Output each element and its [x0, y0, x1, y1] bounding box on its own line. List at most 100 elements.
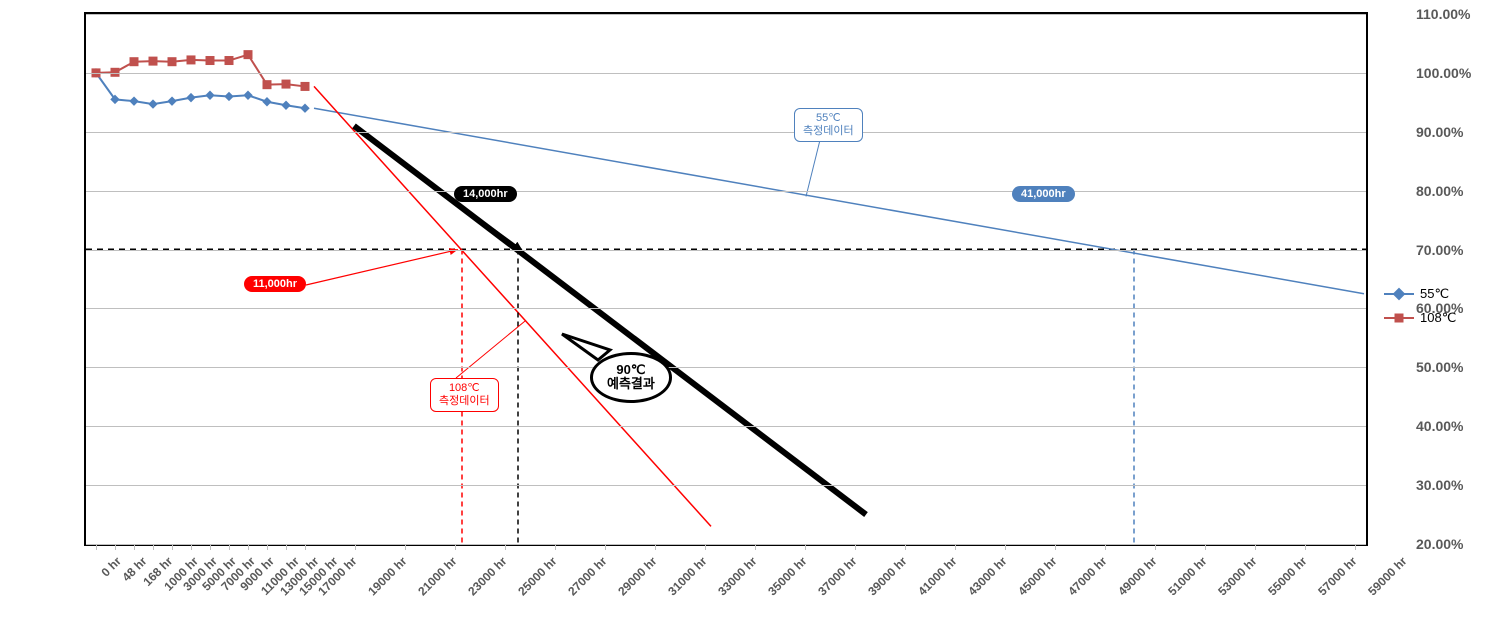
legend: 55℃ 108℃: [1384, 286, 1456, 334]
series-marker: [225, 92, 233, 100]
x-tick-label: 37000 hr: [815, 554, 859, 598]
series-marker: [130, 97, 138, 105]
y-gridline: [86, 426, 1366, 427]
x-tick: [905, 544, 906, 550]
x-tick: [191, 544, 192, 550]
speech-line1: 90℃: [616, 362, 645, 377]
x-tick: [505, 544, 506, 550]
y-gridline: [86, 14, 1366, 15]
legend-item: 108℃: [1384, 310, 1456, 326]
x-tick: [96, 544, 97, 550]
series-marker: [263, 98, 271, 106]
series-line: [96, 73, 305, 108]
y-tick-label: 70.00%: [1416, 242, 1492, 258]
y-tick-label: 40.00%: [1416, 418, 1492, 434]
trend-line: [314, 86, 711, 526]
x-tick: [605, 544, 606, 550]
x-tick: [134, 544, 135, 550]
x-tick-label: 33000 hr: [715, 554, 759, 598]
x-tick-label: 21000 hr: [415, 554, 459, 598]
y-tick-label: 100.00%: [1416, 65, 1492, 81]
x-tick-label: 25000 hr: [515, 554, 559, 598]
x-tick-label: 51000 hr: [1165, 554, 1209, 598]
x-tick: [286, 544, 287, 550]
x-tick: [555, 544, 556, 550]
series-marker: [206, 91, 214, 99]
x-tick: [172, 544, 173, 550]
x-tick-label: 31000 hr: [665, 554, 709, 598]
y-tick-label: 30.00%: [1416, 477, 1492, 493]
callout-line1: 55℃: [816, 112, 841, 124]
y-tick-label: 110.00%: [1416, 6, 1492, 22]
x-tick-label: 47000 hr: [1065, 554, 1109, 598]
x-tick: [305, 544, 306, 550]
x-tick-label: 41000 hr: [915, 554, 959, 598]
series-marker: [244, 51, 252, 59]
x-tick: [1255, 544, 1256, 550]
series-marker: [301, 82, 309, 90]
callout-connector: [456, 320, 526, 378]
series-marker: [282, 101, 290, 109]
x-tick-label: 29000 hr: [615, 554, 659, 598]
x-tick: [229, 544, 230, 550]
x-tick: [210, 544, 211, 550]
y-gridline: [86, 250, 1366, 251]
speech-tail: [562, 334, 610, 360]
series-marker: [149, 100, 157, 108]
callout-line2: 측정데이터: [439, 395, 490, 407]
x-tick: [855, 544, 856, 550]
x-tick-label: 27000 hr: [565, 554, 609, 598]
x-tick: [1055, 544, 1056, 550]
x-tick: [805, 544, 806, 550]
badge-41000hr: 41,000hr: [1012, 186, 1075, 202]
series-marker: [263, 81, 271, 89]
series-marker: [225, 57, 233, 65]
series-marker: [130, 58, 138, 66]
x-tick-label: 49000 hr: [1115, 554, 1159, 598]
x-tick: [955, 544, 956, 550]
callout-line1: 108℃: [449, 382, 480, 394]
x-tick-label: 35000 hr: [765, 554, 809, 598]
legend-label: 55℃: [1420, 286, 1449, 302]
x-tick: [405, 544, 406, 550]
badge-arrow: [454, 200, 522, 250]
series-marker: [149, 57, 157, 65]
x-tick-label: 39000 hr: [865, 554, 909, 598]
series-marker: [282, 80, 290, 88]
callout-line2: 측정데이터: [803, 125, 854, 137]
x-tick-label: 53000 hr: [1215, 554, 1259, 598]
x-tick: [115, 544, 116, 550]
x-tick-label: 43000 hr: [965, 554, 1009, 598]
x-tick: [1305, 544, 1306, 550]
series-marker: [301, 104, 309, 112]
x-tick-label: 59000 hr: [1365, 554, 1409, 598]
legend-marker: [1384, 311, 1414, 325]
y-tick-label: 90.00%: [1416, 124, 1492, 140]
series-marker: [187, 94, 195, 102]
legend-item: 55℃: [1384, 286, 1456, 302]
y-tick-label: 80.00%: [1416, 183, 1492, 199]
series-marker: [168, 97, 176, 105]
y-tick-label: 20.00%: [1416, 536, 1492, 552]
x-tick: [248, 544, 249, 550]
speech-90c: 90℃예측결과: [590, 352, 672, 403]
y-tick-label: 50.00%: [1416, 359, 1492, 375]
x-tick: [705, 544, 706, 550]
series-marker: [206, 57, 214, 65]
x-tick-label: 45000 hr: [1015, 554, 1059, 598]
x-tick: [1155, 544, 1156, 550]
badge-11000hr: 11,000hr: [244, 276, 306, 292]
y-gridline: [86, 544, 1366, 545]
series-marker: [244, 91, 252, 99]
x-tick-label: 19000 hr: [365, 554, 409, 598]
y-gridline: [86, 485, 1366, 486]
x-tick: [655, 544, 656, 550]
chart-container: 20.00%30.00%40.00%50.00%60.00%70.00%80.0…: [0, 0, 1492, 630]
callout-55: 55℃측정데이터: [794, 108, 863, 142]
x-tick: [355, 544, 356, 550]
x-tick: [1105, 544, 1106, 550]
y-gridline: [86, 367, 1366, 368]
callout-connector: [806, 140, 820, 197]
x-tick: [1205, 544, 1206, 550]
x-tick: [267, 544, 268, 550]
